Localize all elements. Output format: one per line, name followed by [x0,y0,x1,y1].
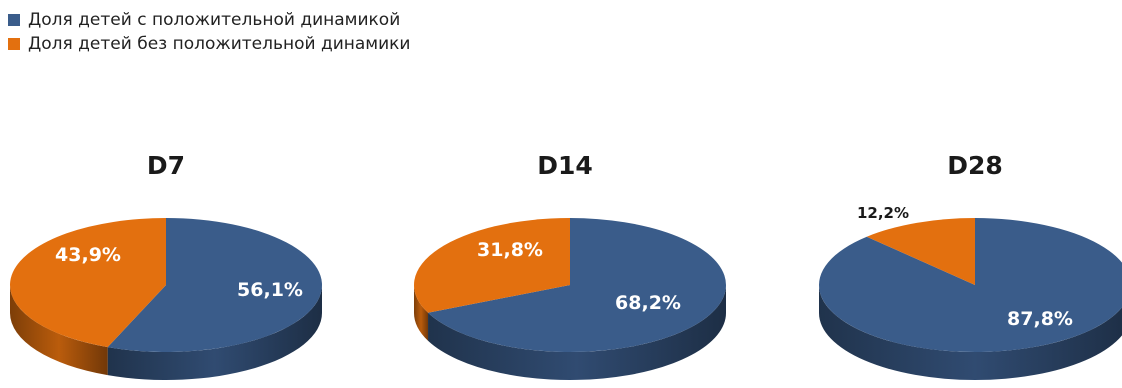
legend-label-positive: Доля детей с положительной динамикой [28,10,401,30]
legend: Доля детей с положительной динамикой Дол… [8,8,410,56]
pie-slice-positive [107,218,323,353]
pie-title: D7 [147,151,185,180]
legend-swatch-positive [8,14,20,26]
pie-data-label-positive: 68,2% [615,292,681,314]
pie-slice-negative [866,218,975,285]
legend-swatch-negative [8,38,20,50]
pie-data-label-negative: 12,2% [857,204,909,222]
pie-side-positive [428,285,726,380]
pie-data-label-negative: 31,8% [477,239,543,261]
pie-slice-positive [428,218,727,352]
pie-side-negative [414,285,429,341]
pie-side-positive [819,285,1122,380]
pie-slice-negative [10,218,166,348]
pie-data-label-positive: 56,1% [237,279,303,301]
pie-data-label-negative: 43,9% [55,244,121,266]
pie-side-negative [10,285,108,376]
pie-slice-negative [414,218,570,313]
pie-side-positive [107,285,323,380]
pie-data-label-positive: 87,8% [1007,308,1073,330]
pie-chart-d28: D28 87,8% 12,2% [819,151,1122,380]
pie-chart-d7: D7 56,1% 43,9% [10,151,323,380]
legend-item-positive: Доля детей с положительной динамикой [8,8,410,32]
pie-title: D28 [947,151,1003,180]
pie-title: D14 [537,151,593,180]
pie-slice-positive [819,218,1122,352]
legend-label-negative: Доля детей без положительной динамики [28,34,411,54]
legend-item-negative: Доля детей без положительной динамики [8,32,410,56]
pie-chart-d14: D14 68,2% 31,8% [414,151,727,380]
